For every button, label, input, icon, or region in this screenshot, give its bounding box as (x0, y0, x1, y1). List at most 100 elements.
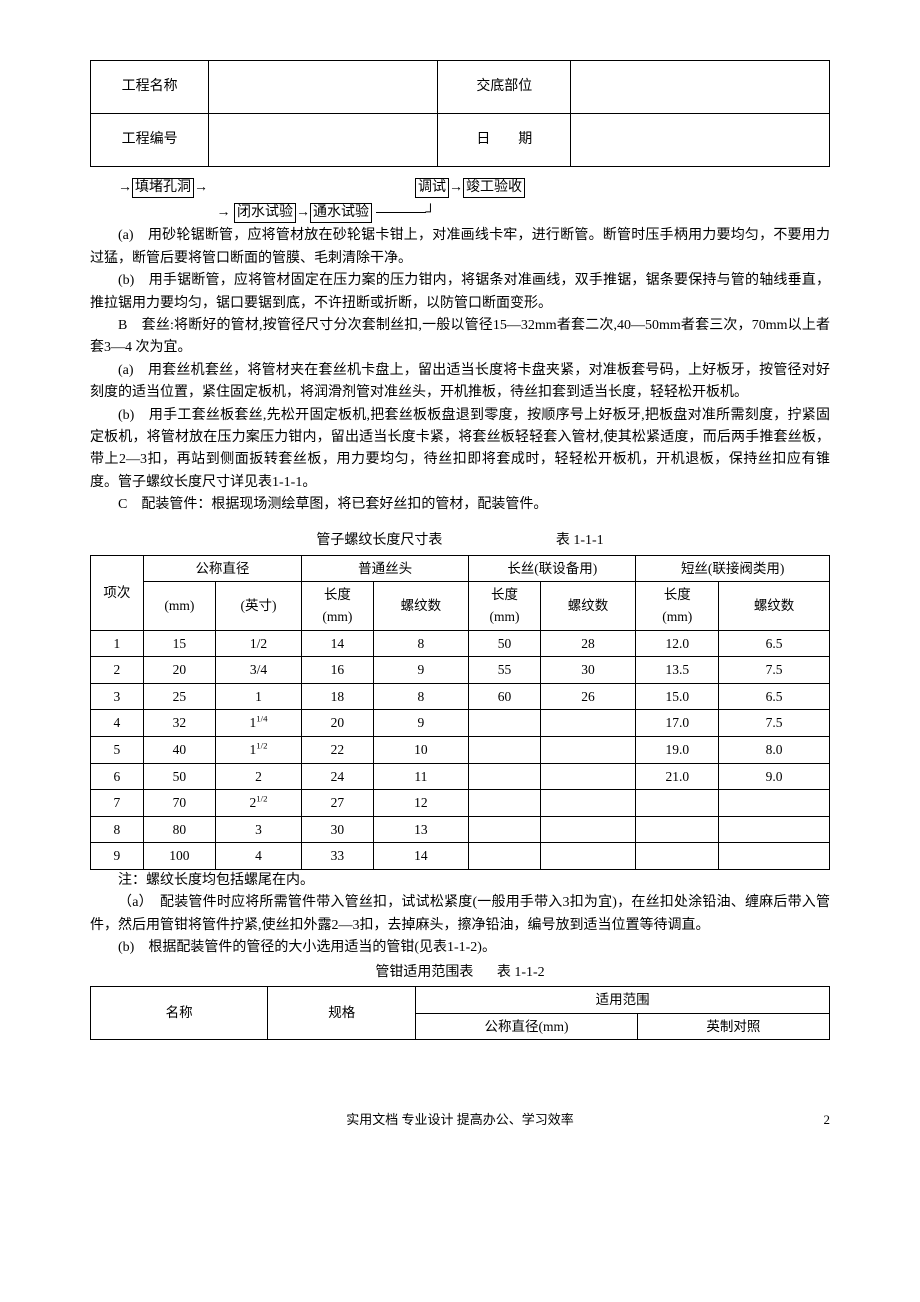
table-cell: 30 (540, 657, 636, 684)
table-cell (636, 843, 719, 870)
table-row: 54011/2221019.08.0 (91, 737, 830, 764)
paragraph-a1: (a) 用砂轮锯断管，应将管材放在砂轮锯卡钳上，对准画线卡牢，进行断管。断管时压… (90, 225, 830, 270)
table-cell: 11 (373, 763, 469, 790)
table-cell: 12.0 (636, 630, 719, 657)
flow-step-fill-holes: 填堵孔洞 (132, 178, 194, 198)
table-cell: 9 (373, 657, 469, 684)
flow-arrow: → (118, 180, 132, 195)
t2-imp: 英制对照 (637, 1013, 829, 1040)
table-cell: 4 (215, 843, 301, 870)
table1-title-row: 管子螺纹长度尺寸表 表 1-1-1 (90, 530, 830, 552)
table-cell: 3/4 (215, 657, 301, 684)
table-cell: 27 (302, 790, 373, 817)
table-cell: 15 (143, 630, 215, 657)
table-cell: 25 (143, 683, 215, 710)
table-cell: 16 (302, 657, 373, 684)
after-para-b: (b) 根据配装管件的管径的大小选用适当的管钳(见表1-1-2)。 (90, 937, 830, 959)
table1-number: 表 1-1-1 (556, 530, 604, 552)
paragraph-a2: (a) 用套丝机套丝，将管材夹在套丝机卡盘上，留出适当长度将卡盘夹紧，对准板套号… (90, 360, 830, 405)
table-cell: 3 (215, 816, 301, 843)
th-nominal: 公称直径 (143, 555, 301, 582)
table-cell: 10 (373, 737, 469, 764)
table-cell (469, 763, 540, 790)
paragraph-B: B 套丝:将断好的管材,按管径尺寸分次套制丝扣,一般以管径15—32mm者套二次… (90, 315, 830, 360)
table2-number: 表 1-1-2 (497, 962, 545, 984)
table2-title: 管钳适用范围表 (375, 962, 473, 984)
hdr-val-date (571, 114, 830, 167)
t2-range: 适用范围 (416, 986, 830, 1013)
flow-arrow: → (449, 180, 463, 195)
table-row: 77021/22712 (91, 790, 830, 817)
th-len2: 长度(mm) (469, 582, 540, 630)
table-cell (636, 816, 719, 843)
table-cell: 6 (91, 763, 144, 790)
after-para-a: （a） 配装管件时应将所需管件带入管丝扣，试试松紧度(一般用手带入3扣为宜)，在… (90, 892, 830, 937)
table-cell: 100 (143, 843, 215, 870)
table-cell: 1 (215, 683, 301, 710)
table-cell: 13 (373, 816, 469, 843)
table-cell: 9.0 (719, 763, 830, 790)
th-in: (英寸) (215, 582, 301, 630)
table-cell: 14 (302, 630, 373, 657)
table-row: 43211/420917.07.5 (91, 710, 830, 737)
table-cell: 40 (143, 737, 215, 764)
flow-step-debug: 调试 (415, 178, 449, 198)
th-long: 长丝(联设备用) (469, 555, 636, 582)
flow-step-closed-water: 闭水试验 (234, 203, 296, 223)
table1-note: 注：螺纹长度均包括螺尾在内。 (90, 870, 830, 892)
table-cell: 80 (143, 816, 215, 843)
th-mm: (mm) (143, 582, 215, 630)
paragraph-b1: (b) 用手锯断管，应将管材固定在压力案的压力钳内，将锯条对准画线，双手推锯，锯… (90, 270, 830, 315)
footer-text: 实用文档 专业设计 提高办公、学习效率 (346, 1112, 574, 1127)
flow-arrow: → (296, 205, 310, 220)
flow-step-through-water: 通水试验 (310, 203, 372, 223)
table-cell: 22 (302, 737, 373, 764)
flow-arrow: → (194, 180, 208, 195)
process-flow: →填堵孔洞→ 调试→竣工验收 → 闭水试验→通水试验 ┘ (118, 175, 830, 225)
table-cell: 11/2 (215, 737, 301, 764)
th-thr2: 螺纹数 (540, 582, 636, 630)
table-cell (469, 737, 540, 764)
t2-spec: 规格 (268, 986, 416, 1039)
table-cell: 18 (302, 683, 373, 710)
table-cell: 33 (302, 843, 373, 870)
table-cell: 12 (373, 790, 469, 817)
table-cell: 8 (373, 683, 469, 710)
table-cell: 28 (540, 630, 636, 657)
table-row: 2203/4169553013.57.5 (91, 657, 830, 684)
flow-step-acceptance: 竣工验收 (463, 178, 525, 198)
table-row: 910043314 (91, 843, 830, 870)
table-cell: 50 (469, 630, 540, 657)
t2-name: 名称 (91, 986, 268, 1039)
hdr-val-project-no (209, 114, 438, 167)
table-cell: 13.5 (636, 657, 719, 684)
table-cell (636, 790, 719, 817)
table-cell (719, 790, 830, 817)
table-cell (469, 816, 540, 843)
hdr-label-project-no: 工程编号 (91, 114, 209, 167)
pipe-wrench-table: 名称 规格 适用范围 公称直径(mm) 英制对照 (90, 986, 830, 1040)
hdr-label-project-name: 工程名称 (91, 61, 209, 114)
table-cell: 8 (373, 630, 469, 657)
table-cell (719, 843, 830, 870)
table-cell: 1/2 (215, 630, 301, 657)
table-cell (540, 737, 636, 764)
table-cell: 7.5 (719, 710, 830, 737)
hdr-label-date: 日 期 (438, 114, 571, 167)
table-cell: 50 (143, 763, 215, 790)
table-cell (719, 816, 830, 843)
table-cell: 9 (91, 843, 144, 870)
th-len3: 长度(mm) (636, 582, 719, 630)
table-cell: 14 (373, 843, 469, 870)
flow-arrow: → (217, 205, 231, 220)
table-cell (540, 763, 636, 790)
table-cell (540, 843, 636, 870)
paragraph-b2: (b) 用手工套丝板套丝,先松开固定板机,把套丝板板盘退到零度，按顺序号上好板牙… (90, 405, 830, 495)
table-cell: 21/2 (215, 790, 301, 817)
table-cell: 55 (469, 657, 540, 684)
table-cell: 15.0 (636, 683, 719, 710)
header-table: 工程名称 交底部位 工程编号 日 期 (90, 60, 830, 167)
th-thr1: 螺纹数 (373, 582, 469, 630)
table-cell: 21.0 (636, 763, 719, 790)
flow-up-arrow: ┘ (426, 205, 436, 220)
